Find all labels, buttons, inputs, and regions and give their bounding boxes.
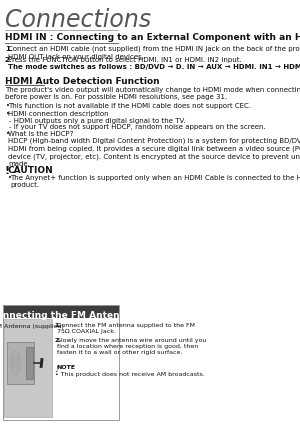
Text: Connecting the FM Antenna: Connecting the FM Antenna — [0, 311, 133, 320]
Text: - If your TV does not support HDCP, random noise appears on the screen.: - If your TV does not support HDCP, rand… — [9, 124, 266, 130]
Text: Connect the FM antenna supplied to the FM
75Ω COAXIAL Jack.: Connect the FM antenna supplied to the F… — [57, 323, 195, 334]
Bar — [3, 305, 119, 420]
Bar — [8, 342, 34, 384]
Text: !: ! — [5, 166, 10, 176]
Text: •: • — [6, 111, 10, 117]
Text: What is the HDCP?: What is the HDCP? — [8, 131, 74, 137]
Bar — [4, 319, 52, 417]
Text: 1.: 1. — [5, 46, 13, 52]
Text: Connections: Connections — [5, 8, 151, 32]
Text: 1.: 1. — [54, 323, 61, 328]
Text: HDMI connection description: HDMI connection description — [8, 111, 109, 117]
Text: FM Antenna (supplied): FM Antenna (supplied) — [0, 324, 64, 329]
Text: The product's video output will automatically change to HDMI mode when connectin: The product's video output will automati… — [5, 87, 300, 100]
Text: HDCP (High-band width Digital Content Protection) is a system for protecting BD/: HDCP (High-band width Digital Content Pr… — [8, 138, 300, 167]
Bar — [3, 305, 119, 318]
Text: 2.: 2. — [5, 57, 12, 63]
Text: Slowly move the antenna wire around until you
find a location where reception is: Slowly move the antenna wire around unti… — [57, 338, 206, 354]
Text: Connect an HDMI cable (not supplied) from the HDMI IN jack on the back of the pr: Connect an HDMI cable (not supplied) fro… — [8, 46, 300, 60]
Text: •: • — [6, 131, 10, 137]
Text: •: • — [6, 103, 10, 109]
Text: NOTE: NOTE — [57, 365, 76, 370]
Text: • This product does not receive AM broadcasts.: • This product does not receive AM broad… — [55, 372, 205, 377]
Text: - HDMI outputs only a pure digital signal to the TV.: - HDMI outputs only a pure digital signa… — [9, 118, 186, 124]
Text: This function is not available if the HDMI cable does not support CEC.: This function is not available if the HD… — [8, 103, 251, 109]
Bar — [26, 347, 33, 379]
Text: The Anynet+ function is supported only when an HDMI Cable is connected to the HD: The Anynet+ function is supported only w… — [10, 175, 300, 188]
Text: The mode switches as follows : BD/DVD → D. IN → AUX → HDMI. IN1 → HDMI. IN2 → FM: The mode switches as follows : BD/DVD → … — [8, 64, 300, 70]
Text: •: • — [8, 175, 12, 181]
Text: Press the FUNCTION button to select HDMI. IN1 or HDMI. IN2 input.: Press the FUNCTION button to select HDMI… — [8, 57, 242, 63]
Text: CAUTION: CAUTION — [8, 166, 53, 175]
Text: 2.: 2. — [54, 338, 61, 343]
Text: HDMI IN : Connecting to an External Component with an HDMI Cable: HDMI IN : Connecting to an External Comp… — [5, 33, 300, 42]
Text: ♪: ♪ — [54, 365, 59, 374]
Text: HDMI Auto Detection Function: HDMI Auto Detection Function — [5, 77, 160, 86]
